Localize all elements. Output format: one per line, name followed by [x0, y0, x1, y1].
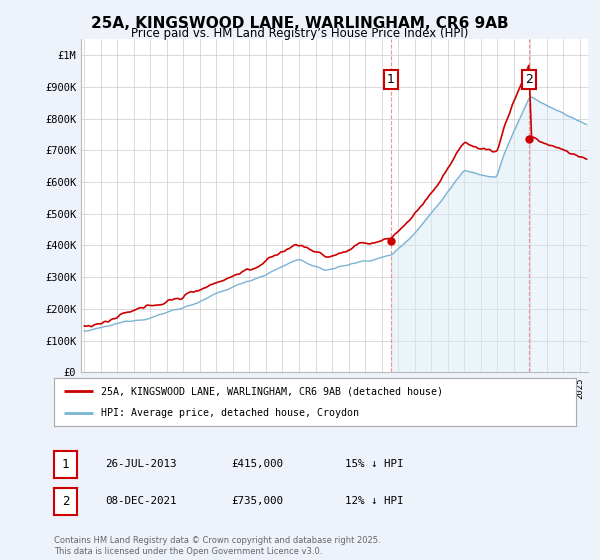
Text: 25A, KINGSWOOD LANE, WARLINGHAM, CR6 9AB (detached house): 25A, KINGSWOOD LANE, WARLINGHAM, CR6 9AB…	[101, 386, 443, 396]
Text: £735,000: £735,000	[231, 496, 283, 506]
Text: Price paid vs. HM Land Registry’s House Price Index (HPI): Price paid vs. HM Land Registry’s House …	[131, 27, 469, 40]
Text: Contains HM Land Registry data © Crown copyright and database right 2025.
This d: Contains HM Land Registry data © Crown c…	[54, 536, 380, 556]
Text: 2: 2	[525, 73, 533, 86]
Text: 08-DEC-2021: 08-DEC-2021	[105, 496, 176, 506]
Text: 26-JUL-2013: 26-JUL-2013	[105, 459, 176, 469]
Text: 1: 1	[387, 73, 395, 86]
Text: 1: 1	[62, 458, 69, 471]
Text: 12% ↓ HPI: 12% ↓ HPI	[345, 496, 404, 506]
Text: 25A, KINGSWOOD LANE, WARLINGHAM, CR6 9AB: 25A, KINGSWOOD LANE, WARLINGHAM, CR6 9AB	[91, 16, 509, 31]
Text: 15% ↓ HPI: 15% ↓ HPI	[345, 459, 404, 469]
Text: HPI: Average price, detached house, Croydon: HPI: Average price, detached house, Croy…	[101, 408, 359, 418]
Text: 2: 2	[62, 495, 69, 508]
Text: £415,000: £415,000	[231, 459, 283, 469]
